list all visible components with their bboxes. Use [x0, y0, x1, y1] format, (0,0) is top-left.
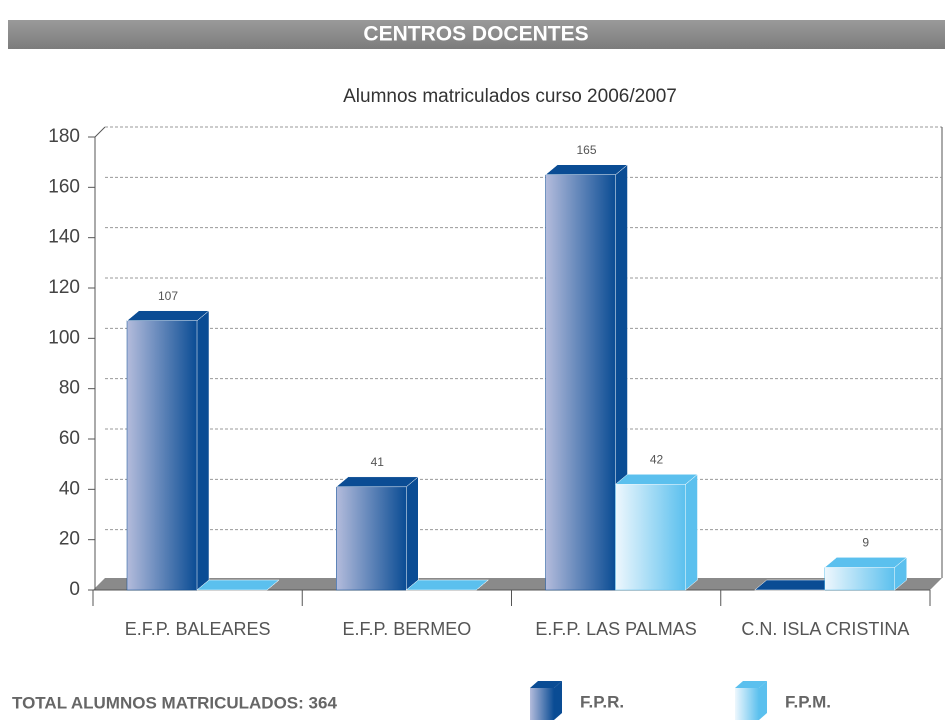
- y-tick-label: 100: [48, 327, 80, 348]
- legend-label: F.P.M.: [785, 692, 831, 711]
- bar-side: [196, 310, 210, 591]
- x-tick-label: C.N. ISLA CRISTINA: [741, 619, 909, 639]
- bar-top: [126, 310, 210, 321]
- bar: [824, 567, 895, 591]
- legend-swatch-top: [735, 681, 767, 688]
- x-tick-label: E.F.P. BERMEO: [343, 619, 472, 639]
- y-tick-label: 60: [59, 428, 80, 449]
- header-title: CENTROS DOCENTES: [363, 23, 588, 46]
- bar-top: [824, 557, 908, 568]
- bar-top: [335, 476, 419, 488]
- data-label: 165: [576, 143, 596, 157]
- chart-title: Alumnos matriculados curso 2006/2007: [343, 86, 677, 107]
- data-label: 107: [158, 289, 178, 303]
- x-tick-label: E.F.P. LAS PALMAS: [535, 619, 696, 639]
- bar-top: [405, 579, 489, 591]
- y-tick-label: 20: [59, 529, 80, 550]
- header-band: [8, 20, 945, 49]
- bar: [545, 174, 616, 591]
- bar: [336, 486, 407, 591]
- floor: [93, 578, 942, 590]
- legend-label: F.P.R.: [580, 692, 624, 711]
- data-label: 42: [650, 452, 664, 466]
- y-tick-label: 40: [59, 478, 80, 499]
- wall-edge: [94, 126, 106, 138]
- legend-swatch-top: [530, 681, 562, 688]
- x-tick-label: E.F.P. BALEARES: [125, 619, 271, 639]
- bar-top: [754, 579, 838, 591]
- y-tick-label: 140: [48, 227, 80, 248]
- bar: [126, 320, 198, 591]
- bar-top: [614, 474, 699, 485]
- bar-side: [406, 476, 419, 591]
- annotation: TOTAL ALUMNOS MATRICULADOS: 364: [12, 693, 337, 712]
- bar: [615, 484, 686, 591]
- data-label: 41: [371, 455, 385, 469]
- y-tick-label: 80: [59, 378, 80, 399]
- y-tick-label: 180: [48, 126, 80, 147]
- legend-swatch: [530, 688, 554, 720]
- y-tick-label: 120: [48, 277, 80, 298]
- legend-swatch-side: [759, 681, 767, 720]
- legend-swatch-side: [554, 681, 562, 720]
- y-tick-label: 160: [48, 176, 80, 197]
- data-label: 9: [862, 536, 869, 550]
- bar-top: [544, 164, 629, 175]
- y-tick-label: 0: [69, 579, 80, 600]
- legend-swatch: [735, 688, 759, 720]
- bar-side: [685, 473, 698, 591]
- bar-top: [196, 579, 280, 591]
